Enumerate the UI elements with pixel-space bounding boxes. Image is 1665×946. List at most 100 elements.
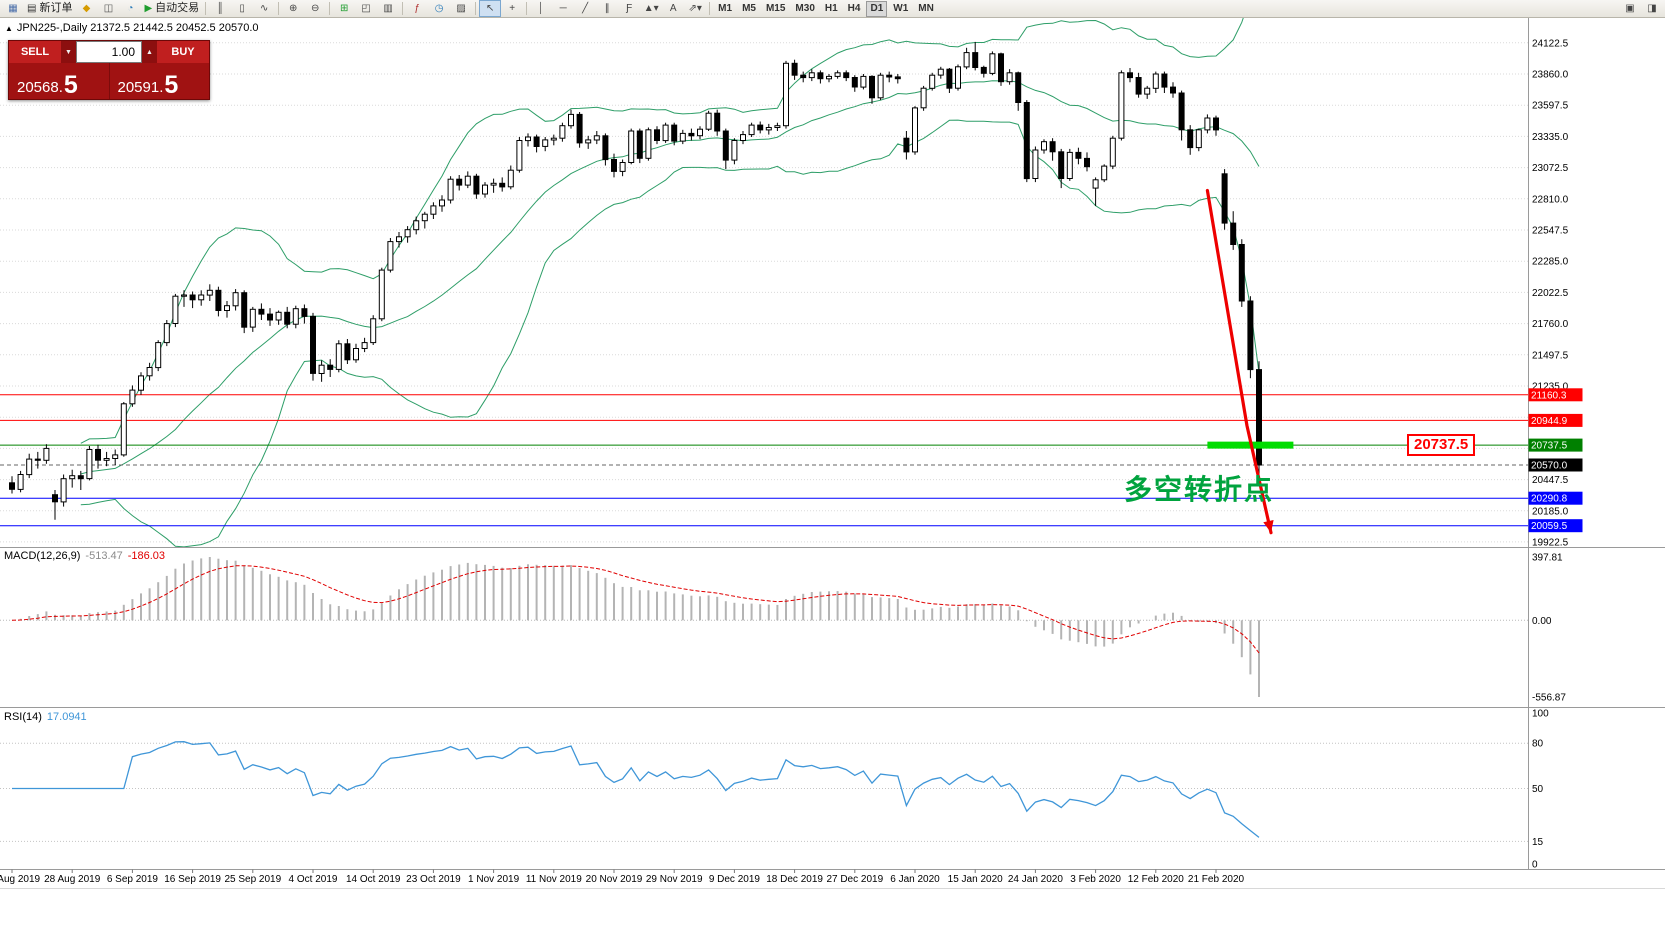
rsi-levels-layer xyxy=(0,742,1528,842)
svg-text:0.00: 0.00 xyxy=(1532,616,1552,627)
channel-icon[interactable]: ∥ xyxy=(604,3,610,14)
svg-text:23 Oct 2019: 23 Oct 2019 xyxy=(406,874,461,885)
templates-icon[interactable]: ▨ xyxy=(456,3,466,14)
vertical-line-icon[interactable]: │ xyxy=(538,3,545,14)
buy-button[interactable]: BUY xyxy=(157,41,209,63)
macd-label: MACD(12,26,9) -513.47 -186.03 xyxy=(4,550,165,562)
timeframe-w1[interactable]: W1 xyxy=(893,2,909,14)
horizontal-line-icon[interactable]: ─ xyxy=(559,3,567,14)
zoom-out-icon[interactable]: ⊖ xyxy=(310,3,320,14)
macd-axis[interactable]: 397.81 0.00 -556.87 xyxy=(1532,553,1566,704)
bar-chart-icon[interactable]: ║ xyxy=(216,3,224,14)
macd-main-value: -513.47 xyxy=(85,550,123,562)
timeframe-m1[interactable]: M1 xyxy=(718,2,733,14)
timeframe-d1[interactable]: D1 xyxy=(866,0,888,17)
shapes-icon[interactable]: ▲▾ xyxy=(643,3,659,14)
volume-input[interactable]: 1.00 xyxy=(76,41,142,63)
timeframe-h1[interactable]: H1 xyxy=(824,2,838,14)
svg-text:12 Feb 2020: 12 Feb 2020 xyxy=(1128,874,1185,885)
toolbar-separator xyxy=(329,2,331,15)
buy-price[interactable]: 20591. 5 xyxy=(108,63,210,99)
text-icon[interactable]: A xyxy=(669,3,677,14)
toolbar-separator xyxy=(205,2,207,15)
svg-text:20570.0: 20570.0 xyxy=(1531,461,1568,472)
timeframe-h4[interactable]: H4 xyxy=(847,2,861,14)
svg-text:1 Nov 2019: 1 Nov 2019 xyxy=(468,874,520,885)
svg-text:20059.5: 20059.5 xyxy=(1531,521,1568,532)
price-axis[interactable]: 24122.5 23860.0 23597.5 23335.0 23072.5 22810… xyxy=(1532,38,1569,548)
svg-text:25 Sep 2019: 25 Sep 2019 xyxy=(224,874,281,885)
svg-text:23597.5: 23597.5 xyxy=(1532,101,1569,112)
svg-text:80: 80 xyxy=(1532,739,1544,750)
cascade-windows-icon[interactable]: ◰ xyxy=(361,3,371,14)
rsi-value: 17.0941 xyxy=(46,711,87,723)
candlestick-chart-icon[interactable]: ▯ xyxy=(239,3,245,14)
new-order-button[interactable]: ▤ 新订单 xyxy=(27,2,73,14)
timeframe-mn[interactable]: MN xyxy=(918,2,934,14)
svg-text:23860.0: 23860.0 xyxy=(1532,70,1569,81)
toolbar-separator xyxy=(475,2,477,15)
svg-text:15: 15 xyxy=(1532,837,1544,848)
periods-icon[interactable]: ◷ xyxy=(434,3,444,14)
svg-text:11 Nov 2019: 11 Nov 2019 xyxy=(526,874,582,885)
strategy-tester-icon[interactable]: ◔ xyxy=(127,3,134,14)
arrange-windows-icon[interactable]: ▥ xyxy=(383,3,393,14)
svg-text:16 Sep 2019: 16 Sep 2019 xyxy=(164,874,221,885)
app-icon[interactable]: ▦ xyxy=(8,3,18,14)
svg-text:15 Jan 2020: 15 Jan 2020 xyxy=(948,874,1003,885)
svg-text:27 Dec 2019: 27 Dec 2019 xyxy=(826,874,883,885)
volume-increase-button[interactable]: ▲ xyxy=(142,41,157,63)
trendline-icon[interactable]: ╱ xyxy=(582,3,589,14)
indicators-icon[interactable]: ƒ xyxy=(414,3,420,14)
cursor-icon[interactable]: ↖ xyxy=(479,0,502,17)
crosshair-icon[interactable]: + xyxy=(509,3,516,14)
svg-text:20290.8: 20290.8 xyxy=(1531,494,1568,505)
macd-name: MACD(12,26,9) xyxy=(4,550,81,562)
timeframe-m5[interactable]: M5 xyxy=(742,2,756,14)
one-click-trading-panel: SELL ▼ 1.00 ▲ BUY 20568. 5 20591. 5 xyxy=(8,40,210,100)
pivot-text[interactable]: 多空转折点 xyxy=(1124,474,1275,505)
sell-button[interactable]: SELL xyxy=(9,41,61,63)
svg-text:21160.3: 21160.3 xyxy=(1531,390,1567,401)
timeframe-m15[interactable]: M15 xyxy=(765,2,786,14)
candles-layer xyxy=(9,41,1262,520)
rsi-axis[interactable]: 100 80 50 15 0 xyxy=(1532,709,1549,871)
chart-window-icon[interactable]: ◫ xyxy=(103,3,114,14)
svg-text:24122.5: 24122.5 xyxy=(1532,38,1569,49)
toolbar: ▦ ▤ 新订单 ◆ ◫ ◔ ▶ 自动交易 ║ ▯ ∿ ⊕ ⊖ ⊞ ◰ ▥ ƒ ◷ ▨ ↖ + │ ─ ╱ ∥ Ƒ ▲▾ A ⇗▾ M1 M5… xyxy=(0,0,1665,18)
svg-text:22547.5: 22547.5 xyxy=(1532,226,1569,237)
svg-text:22810.0: 22810.0 xyxy=(1532,194,1569,205)
pivot-price-label[interactable]: 20737.5 xyxy=(1407,434,1476,456)
fullscreen-icon[interactable]: ▣ xyxy=(1625,3,1635,14)
svg-text:4 Oct 2019: 4 Oct 2019 xyxy=(289,874,338,885)
trend-arrow[interactable] xyxy=(1205,188,1274,535)
chart-title-text: JPN225-,Daily 21372.5 21442.5 20452.5 20… xyxy=(16,22,259,34)
panel-separators[interactable] xyxy=(0,18,1665,889)
collapse-panel-icon[interactable]: ▲ xyxy=(5,24,13,33)
toolbar-separator xyxy=(278,2,280,15)
alerts-icon[interactable]: ◆ xyxy=(82,3,91,14)
svg-text:23072.5: 23072.5 xyxy=(1532,163,1569,174)
docking-icon[interactable]: ◨ xyxy=(1647,3,1657,14)
autotrading-button[interactable]: ▶ 自动交易 xyxy=(144,2,200,14)
tile-windows-icon[interactable]: ⊞ xyxy=(339,3,349,14)
fibonacci-icon[interactable]: Ƒ xyxy=(626,3,633,14)
timeframe-m30[interactable]: M30 xyxy=(795,2,815,14)
arrow-tools-icon[interactable]: ⇗▾ xyxy=(688,3,702,14)
line-chart-icon[interactable]: ∿ xyxy=(259,3,269,14)
zoom-in-icon[interactable]: ⊕ xyxy=(288,3,298,14)
rsi-line xyxy=(12,741,1260,838)
svg-text:19 Aug 2019: 19 Aug 2019 xyxy=(0,874,41,885)
svg-text:100: 100 xyxy=(1532,709,1549,720)
svg-text:6 Sep 2019: 6 Sep 2019 xyxy=(107,874,159,885)
sell-price[interactable]: 20568. 5 xyxy=(9,63,109,99)
toolbar-separator xyxy=(709,2,711,15)
macd-signal-line xyxy=(11,565,1260,654)
horizontal-lines-layer[interactable] xyxy=(0,394,1528,527)
volume-decrease-button[interactable]: ▼ xyxy=(61,41,76,63)
autotrading-button-label: 自动交易 xyxy=(155,2,200,14)
new-order-button-label: 新订单 xyxy=(39,2,73,14)
buy-price-big-digit: 5 xyxy=(164,71,179,99)
